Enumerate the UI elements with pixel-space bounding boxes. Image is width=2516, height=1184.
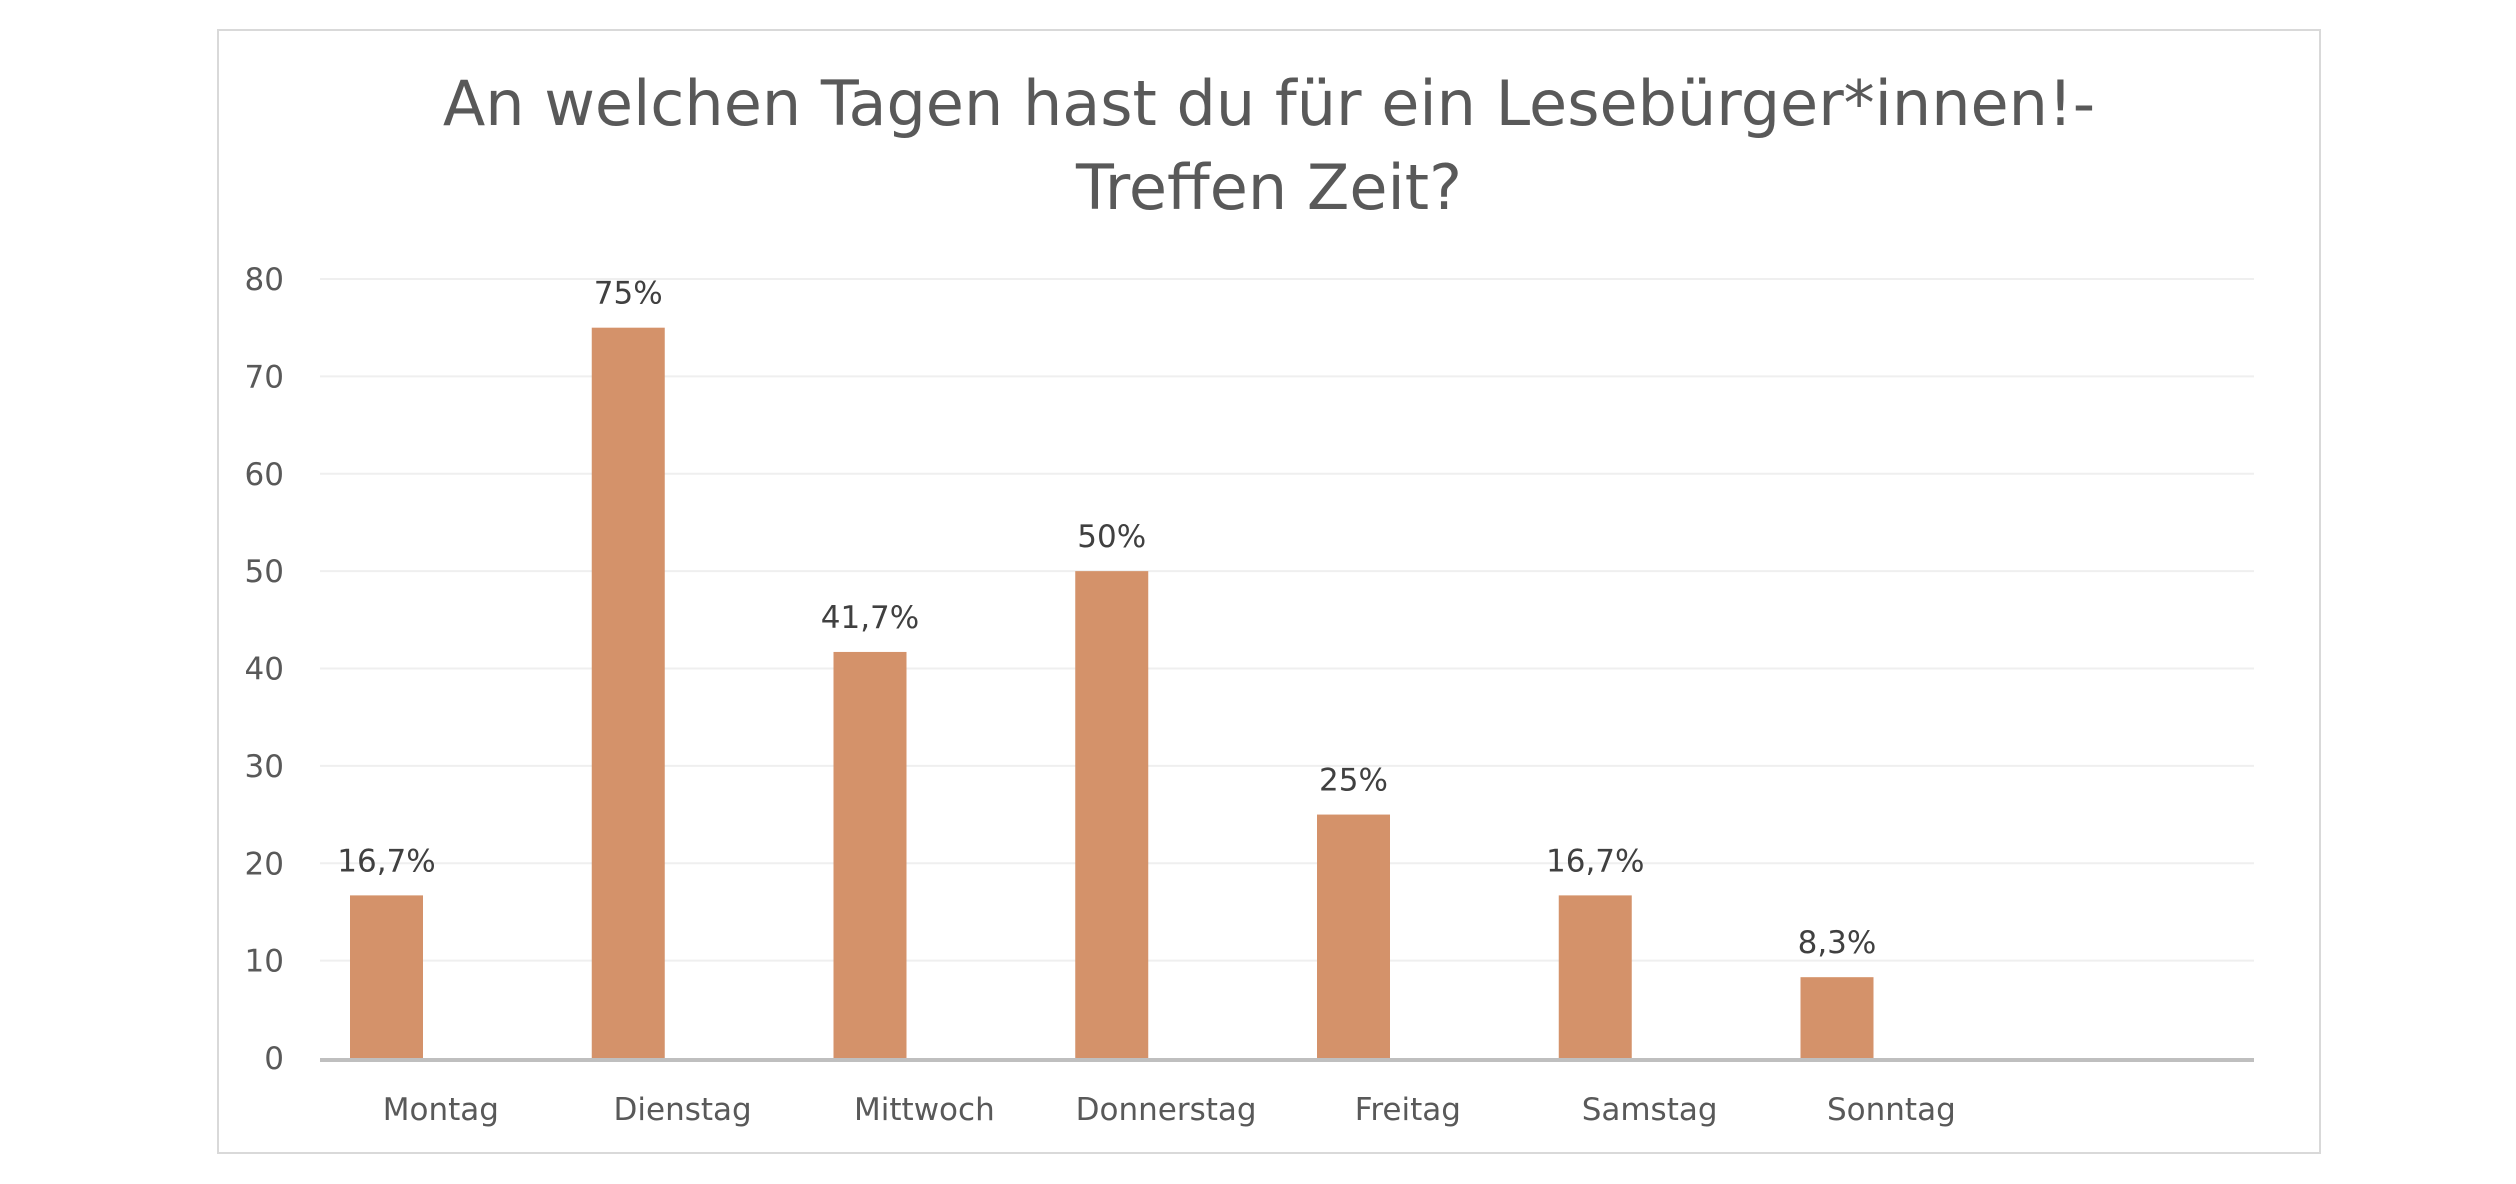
data-label: 8,3% bbox=[1798, 925, 1877, 961]
bar-mittwoch bbox=[833, 651, 907, 1058]
chart-title: An welchen Tagen hast du für ein Lesebür… bbox=[217, 62, 2321, 230]
y-tick-label: 30 bbox=[245, 749, 284, 785]
x-tick-label: Sonntag bbox=[1827, 1092, 1956, 1128]
chart-title-line-1: An welchen Tagen hast du für ein Lesebür… bbox=[442, 67, 2096, 140]
bar-samstag bbox=[1558, 895, 1632, 1058]
data-label: 50% bbox=[1077, 519, 1146, 555]
data-label: 41,7% bbox=[821, 600, 919, 636]
data-label: 16,7% bbox=[1546, 843, 1644, 879]
chart-frame bbox=[217, 29, 2321, 1154]
y-tick-label: 20 bbox=[245, 846, 284, 882]
y-tick-label: 70 bbox=[245, 359, 284, 395]
x-tick-label: Freitag bbox=[1355, 1092, 1461, 1128]
bar-donnerstag bbox=[1075, 571, 1149, 1058]
y-tick-label: 0 bbox=[264, 1041, 284, 1077]
data-label: 25% bbox=[1319, 763, 1388, 799]
x-tick-label: Dienstag bbox=[614, 1092, 752, 1128]
data-label: 16,7% bbox=[337, 843, 435, 879]
chart-title-line-2: Treffen Zeit? bbox=[1076, 151, 1462, 224]
y-tick-label: 40 bbox=[245, 652, 284, 688]
data-label: 75% bbox=[594, 276, 663, 312]
bar-freitag bbox=[1317, 814, 1390, 1058]
x-tick-label: Donnerstag bbox=[1076, 1092, 1257, 1128]
y-tick-label: 80 bbox=[245, 262, 284, 298]
x-tick-label: Samstag bbox=[1582, 1092, 1718, 1128]
bar-dienstag bbox=[591, 327, 665, 1058]
x-tick-label: Mittwoch bbox=[854, 1092, 995, 1128]
bar-sonntag bbox=[1800, 977, 1874, 1058]
bar-montag bbox=[350, 895, 423, 1058]
x-tick-label: Montag bbox=[383, 1092, 499, 1128]
y-tick-label: 60 bbox=[245, 457, 284, 493]
y-tick-label: 50 bbox=[245, 554, 284, 590]
y-tick-label: 10 bbox=[245, 944, 284, 980]
